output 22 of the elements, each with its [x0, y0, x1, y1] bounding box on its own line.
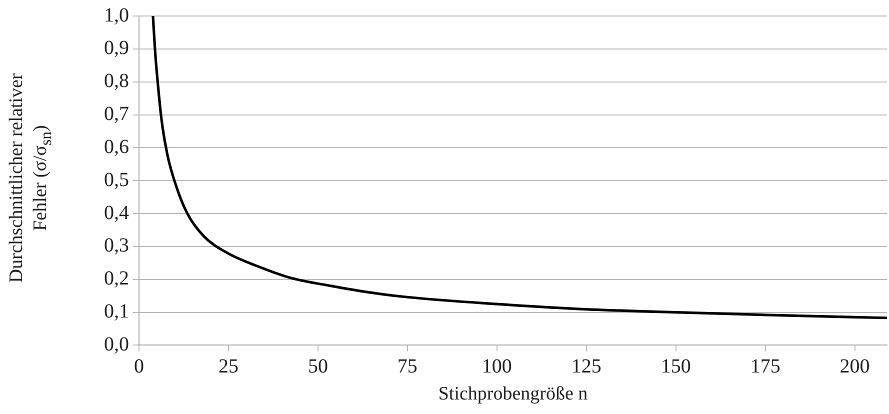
- y-tick-label: 0,6: [104, 136, 129, 158]
- y-tick-label: 0,3: [104, 234, 129, 257]
- x-tick-label: 0: [134, 355, 144, 378]
- x-tick-label: 150: [660, 355, 691, 378]
- y-tick-label: 0,4: [104, 202, 129, 224]
- y-tick-label: 0,7: [104, 103, 129, 126]
- y-tick-label: 0,8: [104, 70, 129, 92]
- y-tick-label: 1,0: [104, 4, 129, 26]
- x-tick-label: 200: [840, 355, 870, 378]
- y-tick-label: 0,5: [104, 168, 129, 191]
- y-tick-label: 0,9: [104, 37, 129, 60]
- x-tick-label: 175: [750, 355, 780, 378]
- x-tick-label: 75: [397, 355, 418, 378]
- x-tick-label: 125: [571, 355, 602, 378]
- y-tick-label: 0,0: [104, 333, 129, 356]
- x-tick-label: 25: [218, 355, 238, 378]
- x-tick-label: 100: [482, 355, 512, 378]
- y-tick-label: 0,1: [104, 300, 129, 323]
- x-tick-label: 50: [308, 355, 328, 378]
- x-axis-title: Stichprobengröße n: [438, 384, 588, 405]
- line-series: [152, 16, 887, 320]
- y-tick-label: 0,2: [104, 268, 129, 290]
